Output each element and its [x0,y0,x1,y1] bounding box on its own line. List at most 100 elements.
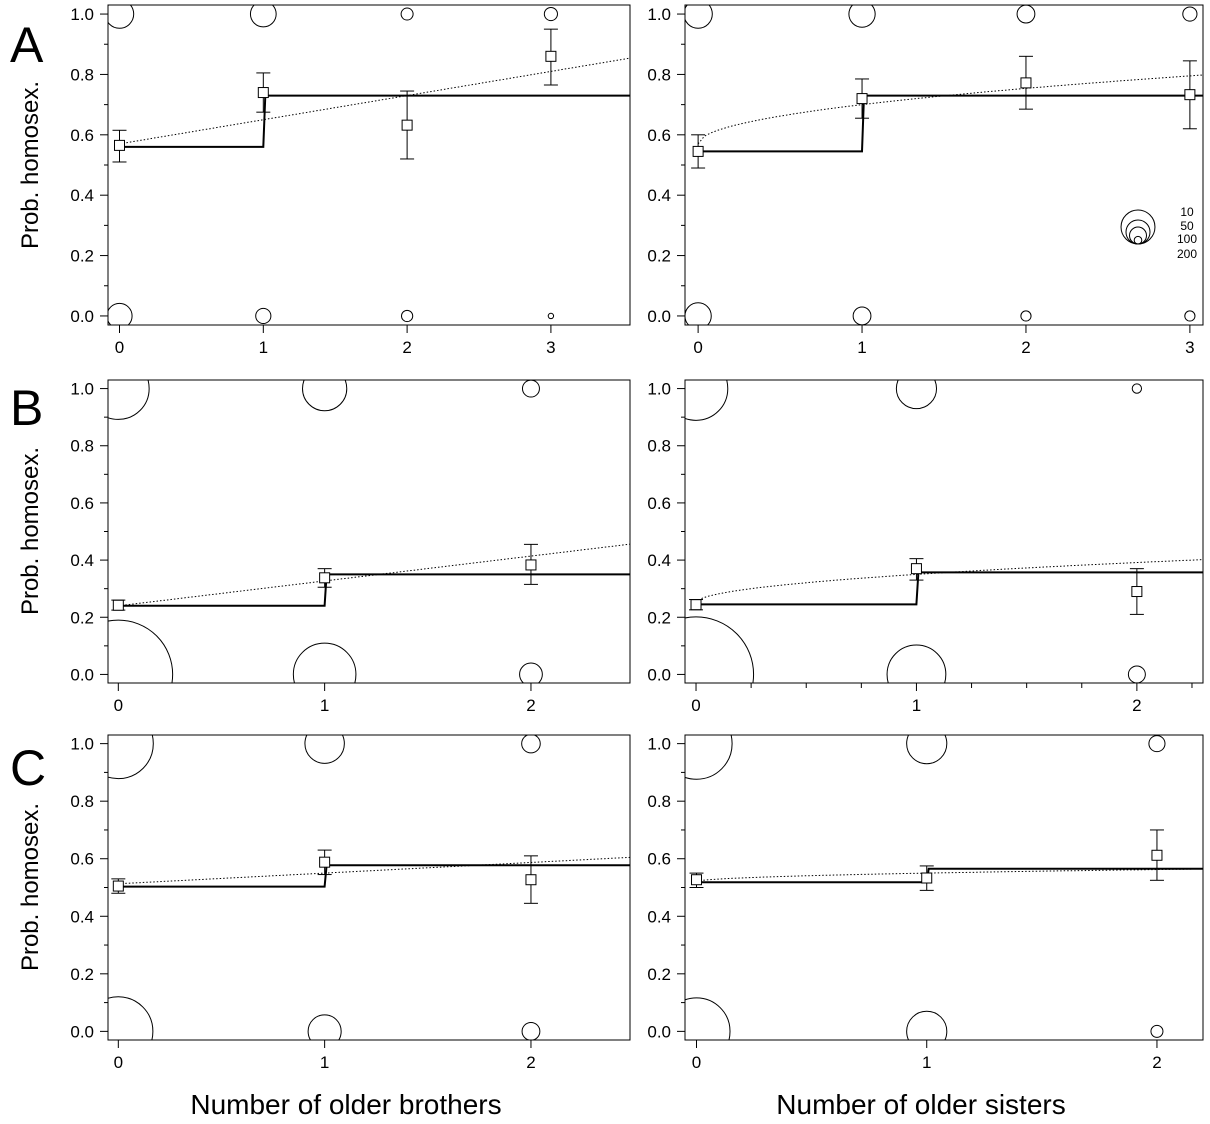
step-line [119,94,630,148]
y-tick-label: 0.0 [647,307,671,326]
count-bubble [255,307,272,325]
legend-label: 200 [1177,247,1197,261]
trend-line [697,74,1203,145]
step-line [118,864,630,888]
chart-C-sisters: 0.0 0.2 0.4 0.6 0.8 1.0 0 1 2 [647,734,1204,1072]
row-letter-a: A [10,17,44,73]
estimate-marker [112,599,124,611]
count-bubble [108,5,135,29]
x-tick-label: 1 [320,1053,329,1072]
count-bubble [543,6,558,22]
y-tick-label: 1.0 [647,735,671,754]
x-tick-label: 1 [912,696,921,715]
count-bubble [685,5,713,29]
y-tick-label: 0.8 [647,437,671,456]
x-tick-label: 0 [115,338,124,357]
count-bubble [685,380,729,421]
count-bubble [1020,310,1032,322]
y-tick-label: 1.0 [647,380,671,399]
y-tick-label: 1.0 [70,380,94,399]
y-tick-label: 0.8 [70,437,94,456]
count-bubble [108,302,133,325]
y-tick-label: 0.0 [70,307,94,326]
plot-area [685,5,1203,325]
estimate-marker [525,874,537,886]
x-axis-label-brothers: Number of older brothers [190,1089,501,1120]
estimate-marker [319,572,331,584]
plot-frame [684,734,1204,1041]
count-bubble [685,735,733,780]
y-tick-label: 0.6 [70,850,94,869]
plot-area [685,380,1203,683]
count-bubble [1127,665,1146,683]
y-axis-label-c: Prob. homosex. [17,803,44,971]
trend-line [119,57,630,145]
x-tick-label: 3 [1185,338,1194,357]
x-tick-label: 0 [693,338,702,357]
estimate-marker [1151,849,1163,861]
y-tick-label: 0.8 [70,65,94,84]
step-line [698,94,1203,153]
legend-label: 100 [1177,232,1197,246]
count-bubble [685,302,712,325]
y-tick-label: 0.4 [70,907,94,926]
y-tick-label: 1.0 [70,735,94,754]
y-tick-label: 0.8 [70,792,94,811]
y-axis-label-a: Prob. homosex. [17,81,44,249]
count-bubble [886,644,947,683]
y-tick-label: 0.0 [647,665,671,684]
count-bubble [108,996,154,1040]
row-letter-c: C [10,740,46,796]
y-tick-label: 0.4 [647,186,671,205]
x-tick-label: 1 [857,338,866,357]
legend-circle [1120,209,1156,245]
chart-A-sisters: 0.0 0.2 0.4 0.6 0.8 1.0 0 1 2 3 [647,4,1204,357]
estimate-marker [1131,586,1143,598]
chart-B-sisters: 0.0 0.2 0.4 0.6 0.8 1.0 0 1 2 [647,379,1204,715]
count-bubble [848,5,876,28]
plot-frame [107,379,631,684]
count-bubble [249,5,277,28]
count-bubble [895,380,938,410]
chart-C-brothers: 0.0 0.2 0.4 0.6 0.8 1.0 0 1 2 [70,734,631,1072]
legend-circle [1129,226,1147,245]
count-bubble [108,735,154,780]
y-tick-label: 0.2 [647,608,671,627]
y-tick-label: 0.4 [647,551,671,570]
estimate-marker [910,563,922,575]
count-bubble [685,616,755,683]
legend-label: 50 [1180,219,1194,233]
count-bubble [547,312,555,320]
legend-label: 10 [1180,205,1194,219]
trend-line [118,856,630,885]
estimate-marker [401,119,413,131]
y-tick-label: 0.4 [70,551,94,570]
x-tick-label: 0 [114,1053,123,1072]
y-tick-label: 0.4 [70,186,94,205]
count-bubble [906,1010,948,1040]
y-tick-label: 0.2 [70,608,94,627]
y-tick-label: 1.0 [70,5,94,24]
y-tick-label: 0.2 [647,965,671,984]
count-bubble [108,380,150,420]
estimate-marker [691,874,703,886]
count-bubble [521,735,541,754]
y-tick-label: 0.8 [647,65,671,84]
count-bubble [400,7,414,21]
estimate-marker [112,880,124,892]
x-axis-label-sisters: Number of older sisters [776,1089,1065,1120]
count-bubble [1131,383,1143,394]
count-bubble [685,997,731,1040]
count-bubble [521,1021,541,1040]
y-tick-label: 0.0 [70,1022,94,1041]
count-bubble [852,306,872,325]
plot-area [685,735,1203,1040]
plot-area [108,735,630,1040]
count-bubble [1016,5,1036,24]
x-tick-label: 2 [526,696,535,715]
x-tick-label: 1 [259,338,268,357]
row-letter-b: B [10,380,43,436]
estimate-marker [856,93,868,105]
